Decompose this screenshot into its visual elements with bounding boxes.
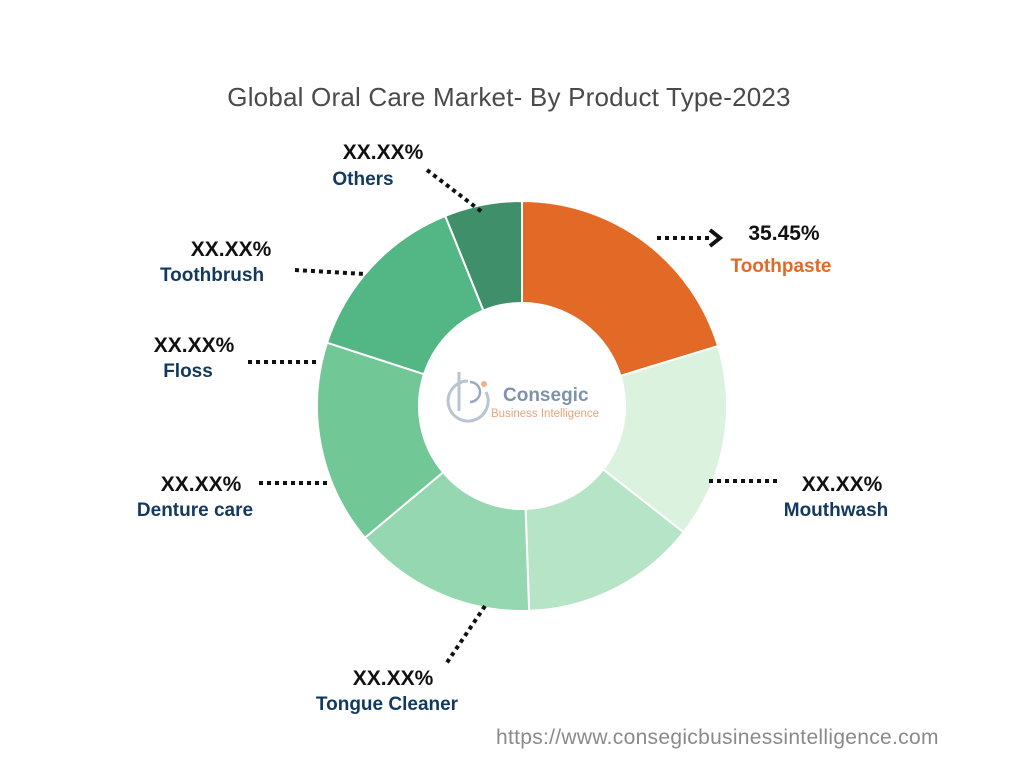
arrow-icon: [708, 228, 724, 248]
leader-line: [444, 604, 487, 666]
slice-labels: 35.45% Toothpaste XX.XX% Mouthwash XX.XX% Ton…: [137, 141, 888, 715]
logo-subtitle: Business Intelligence: [491, 408, 599, 420]
slice-value-label: 35.45%: [748, 222, 820, 245]
slice-value-label: XX.XX%: [154, 334, 235, 357]
slice-category-label: Mouthwash: [784, 500, 889, 521]
slice-value-label: XX.XX%: [191, 238, 272, 261]
leader-line: [425, 168, 484, 214]
slice-value-label: XX.XX%: [343, 141, 424, 164]
slice-value-label: XX.XX%: [161, 473, 242, 496]
slice-value-label: XX.XX%: [802, 473, 883, 496]
slice-mouthwash: [601, 344, 728, 534]
slice-category-label: Floss: [163, 361, 213, 382]
source-url: https://www.consegicbusinessintelligence…: [496, 726, 939, 749]
slice-others: [443, 199, 523, 312]
slice-floss: [316, 341, 445, 540]
donut-slices: [316, 199, 728, 612]
slice-category-label: Toothpaste: [731, 256, 832, 277]
slice-value-label: XX.XX%: [353, 667, 434, 690]
leader-line: [294, 268, 366, 276]
leader-lines: [248, 168, 778, 666]
chart-title: Global Oral Care Market- By Product Type…: [227, 82, 791, 112]
slice-category-label: Tongue Cleaner: [316, 694, 459, 715]
logo-name: Consegic: [503, 385, 589, 406]
slice-category-label: Toothbrush: [160, 265, 264, 286]
slice-toothpaste: [521, 199, 720, 378]
slice-category-label: Denture care: [137, 500, 253, 521]
slice-category-label: Others: [332, 169, 393, 190]
consegic-logo: Consegic Business Intelligence: [446, 372, 599, 423]
